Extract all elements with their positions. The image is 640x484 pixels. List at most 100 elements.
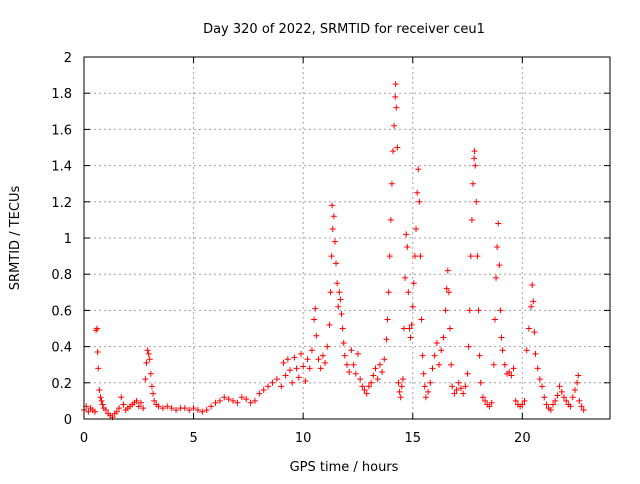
data-point [361,387,368,394]
data-point [417,253,424,260]
data-point [98,397,105,404]
data-point [529,282,536,289]
data-point [386,253,393,260]
data-point [230,397,237,404]
data-point [135,403,142,410]
data-point [97,394,104,401]
x-tick-label: 20 [514,431,531,446]
data-point [536,376,543,383]
data-point [451,390,458,397]
data-point [194,406,201,413]
data-point [453,387,460,394]
data-point [550,401,557,408]
data-point [143,359,150,366]
data-point [357,376,364,383]
data-point [543,401,550,408]
data-point [327,289,334,296]
data-point [145,350,152,357]
data-point [146,356,153,363]
data-point [151,397,158,404]
data-point [346,368,353,375]
data-point [431,352,438,359]
data-point [580,406,587,413]
y-tick-label: 0.8 [51,268,72,283]
data-point [287,367,294,374]
data-point [381,356,388,363]
y-tick-label: 0.2 [51,377,72,392]
data-point [247,399,254,406]
data-point [506,368,513,375]
data-point [472,162,479,169]
data-point [234,399,241,406]
data-point [491,316,498,323]
data-point [457,385,464,392]
data-point [225,396,232,403]
data-point [560,394,567,401]
data-point [363,390,370,397]
data-point [471,155,478,162]
data-point [150,390,157,397]
y-axis-label: SRMTID / TECUs [8,186,23,291]
data-point [415,166,422,173]
data-point [379,368,386,375]
data-point [186,406,193,413]
data-point [402,274,409,281]
y-tick-label: 0.6 [51,304,72,319]
data-point [278,383,285,390]
data-point [374,376,381,383]
data-point [404,244,411,251]
data-point [304,356,311,363]
y-tick-label: 1.6 [51,123,72,138]
data-point [528,303,535,310]
data-point [391,122,398,129]
data-point [102,406,109,413]
data-point [354,350,361,357]
data-point [530,298,537,305]
data-point [326,321,333,328]
data-point [168,405,175,412]
data-point [282,372,289,379]
data-point [411,253,418,260]
data-point [421,383,428,390]
data-point [297,350,304,357]
data-point [269,379,276,386]
y-tick-label: 1.2 [51,196,72,211]
data-point [416,198,423,205]
data-point [280,359,287,366]
data-point [409,303,416,310]
y-tick-label: 0.4 [51,341,72,356]
data-point [265,383,272,390]
data-point [501,361,508,368]
data-point [468,216,475,223]
data-point [408,321,415,328]
data-point [208,403,215,410]
data-point [571,387,578,394]
data-point [94,349,101,356]
y-tick-label: 2 [64,51,72,66]
data-point [448,361,455,368]
data-point [376,361,383,368]
data-point [479,394,486,401]
data-point [576,397,583,404]
y-tick-label: 1 [64,232,72,247]
x-tick-label: 5 [189,431,197,446]
data-point [410,280,417,287]
data-point [238,394,245,401]
data-point [289,379,296,386]
data-point [335,303,342,310]
data-point [558,388,565,395]
data-point [400,325,407,332]
data-point [144,347,151,354]
data-point [405,289,412,296]
data-point [567,403,574,410]
data-point [328,253,335,260]
data-point [486,403,493,410]
data-point [418,316,425,323]
data-point [523,347,530,354]
data-point [331,238,338,245]
data-point [95,365,102,372]
data-point [315,356,322,363]
data-point [340,339,347,346]
data-point [311,316,318,323]
y-tick-labels: 0 0.2 0.4 0.6 0.8 1 1.2 1.4 1.6 1.8 2 [51,51,72,428]
